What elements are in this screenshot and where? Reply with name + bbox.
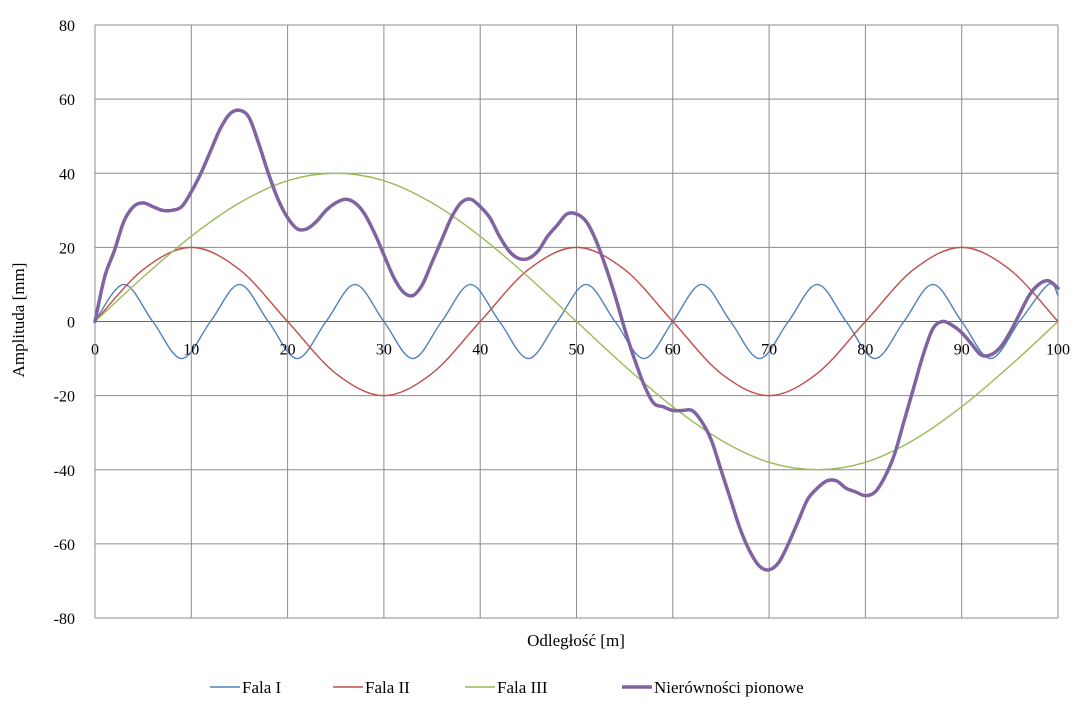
grid bbox=[94, 24, 1059, 619]
y-tick-label: -80 bbox=[54, 611, 75, 628]
x-tick-label: 30 bbox=[376, 342, 392, 359]
legend-label: Fala I bbox=[242, 678, 282, 697]
y-tick-label: 60 bbox=[59, 92, 75, 109]
x-tick-label: 50 bbox=[569, 342, 585, 359]
x-tick-label: 40 bbox=[472, 342, 488, 359]
series-line-4 bbox=[93, 108, 1060, 572]
x-tick-label: 10 bbox=[183, 342, 199, 359]
series-lines bbox=[93, 108, 1060, 572]
y-tick-label: -20 bbox=[54, 389, 75, 406]
x-tick-label: 100 bbox=[1046, 342, 1070, 359]
y-tick-label: -60 bbox=[54, 537, 75, 554]
x-tick-label: 0 bbox=[91, 342, 99, 359]
y-tick-label: 80 bbox=[59, 18, 75, 35]
tick-labels: 0 10 20 30 40 50 60 70 80 90 100 80 60 40 20 0 -20 -40 -60… bbox=[54, 18, 1070, 628]
y-axis-title: Amplituda [mm] bbox=[9, 263, 28, 378]
x-axis-title: Odległość [m] bbox=[527, 631, 625, 650]
x-tick-label: 80 bbox=[857, 342, 873, 359]
x-tick-label: 70 bbox=[761, 342, 777, 359]
y-tick-label: 40 bbox=[59, 166, 75, 183]
x-tick-label: 90 bbox=[954, 342, 970, 359]
y-tick-label: 0 bbox=[67, 315, 75, 332]
y-tick-label: 20 bbox=[59, 240, 75, 257]
legend: Fala I Fala II Fala III Nierówności pionowe bbox=[210, 678, 804, 697]
x-tick-label: 60 bbox=[665, 342, 681, 359]
legend-label: Nierówności pionowe bbox=[654, 678, 804, 697]
y-tick-label: -40 bbox=[54, 463, 75, 480]
x-tick-label: 20 bbox=[280, 342, 296, 359]
series-line-3 bbox=[94, 172, 1059, 471]
legend-label: Fala III bbox=[497, 678, 548, 697]
series-line-1 bbox=[94, 282, 1059, 360]
legend-label: Fala II bbox=[365, 678, 410, 697]
series-line-2 bbox=[94, 246, 1059, 397]
